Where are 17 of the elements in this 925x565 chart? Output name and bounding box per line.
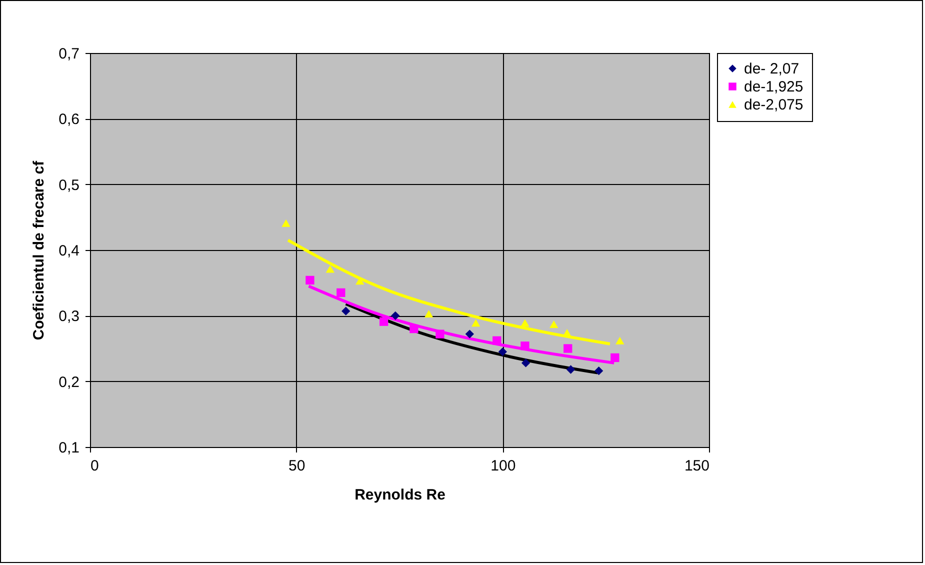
- y-tick-label: 0,2: [58, 374, 80, 391]
- x-axis-title: Reynolds Re: [354, 486, 446, 504]
- y-tick-label: 0,5: [58, 176, 80, 194]
- x-tick-label: 0: [90, 458, 99, 474]
- x-tick-label: 150: [684, 458, 710, 474]
- y-tick-label: 0,6: [58, 111, 80, 128]
- legend-label: de- 2,07: [744, 60, 800, 78]
- legend-label: de-2,075: [744, 96, 804, 114]
- y-tick-label: 0,7: [58, 46, 80, 62]
- line-series: [286, 238, 612, 346]
- y-axis-title: Coeficientul de frecare cf: [30, 160, 48, 340]
- x-tick-label: 100: [490, 458, 516, 474]
- y-tick-label: 0,4: [58, 242, 80, 260]
- legend-label: de-1,925: [744, 78, 804, 96]
- y-tick-label: 0,3: [58, 308, 80, 326]
- x-tick-label: 50: [288, 458, 306, 474]
- y-tick-label: 0,1: [58, 440, 80, 456]
